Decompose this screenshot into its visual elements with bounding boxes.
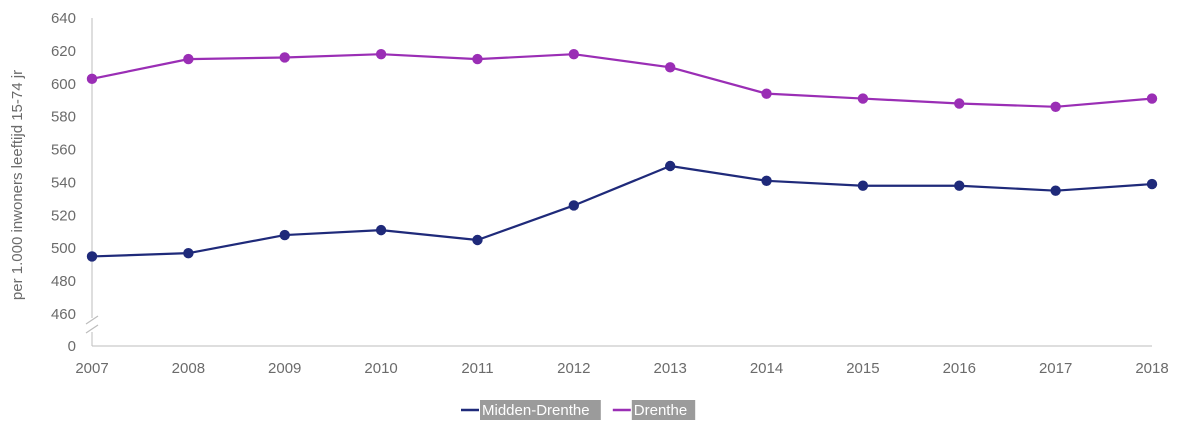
y-tick-label: 640 <box>51 10 76 27</box>
y-tick-labels: 0 460 480 500 520 540 560 580 600 620 640 <box>51 10 76 355</box>
data-point <box>279 52 290 63</box>
axes <box>85 18 1152 347</box>
y-tick-label: 520 <box>51 207 76 224</box>
axis-break-mark-bottom <box>85 324 99 334</box>
x-tick-label: 2014 <box>750 360 783 377</box>
x-tick-labels: 2007 2008 2009 2010 2011 2012 2013 2014 2015 2016… <box>75 360 1168 377</box>
y-tick-label: 0 <box>68 338 76 355</box>
x-tick-label: 2016 <box>943 360 976 377</box>
data-point <box>279 229 290 241</box>
y-axis-label: per 1.000 inwoners leeftijd 15-74 jr <box>9 70 26 300</box>
data-point <box>86 251 98 262</box>
data-point <box>1050 101 1061 113</box>
data-point <box>664 62 676 73</box>
x-tick-label: 2013 <box>653 360 686 377</box>
y-tick-label: 560 <box>51 142 76 159</box>
data-point <box>1146 178 1158 190</box>
legend-label: Midden-Drenthe <box>482 402 590 419</box>
data-point <box>954 98 965 109</box>
y-axis-label-group: per 1.000 inwoners leeftijd 15-74 jr <box>9 70 26 300</box>
y-tick-label: 600 <box>51 76 76 93</box>
data-point <box>375 224 387 236</box>
data-point <box>568 48 580 60</box>
y-tick-label: 620 <box>51 43 76 60</box>
x-tick-label: 2011 <box>461 360 493 377</box>
series-line-1 <box>91 53 1153 108</box>
y-tick-label: 480 <box>51 273 76 290</box>
data-point <box>183 247 194 259</box>
y-tick-label: 540 <box>51 174 76 191</box>
y-tick-label: 460 <box>51 306 76 323</box>
axis-break-mark-top <box>85 315 99 325</box>
data-point <box>375 48 387 60</box>
data-point <box>1050 185 1061 196</box>
data-point <box>1146 93 1158 104</box>
data-point <box>857 93 869 104</box>
x-tick-label: 2010 <box>364 360 397 377</box>
series-group <box>86 48 1158 262</box>
x-tick-label: 2012 <box>557 360 590 377</box>
x-tick-label: 2009 <box>268 360 301 377</box>
data-point <box>568 200 580 211</box>
series-line-0 <box>91 164 1153 258</box>
data-point <box>954 180 965 191</box>
data-point <box>664 160 676 172</box>
x-tick-label: 2017 <box>1039 360 1072 377</box>
data-point <box>472 53 483 65</box>
data-point <box>183 53 194 65</box>
y-tick-label: 580 <box>51 109 76 126</box>
legend-label-bg <box>480 400 601 420</box>
data-point <box>472 234 483 246</box>
y-tick-label: 500 <box>51 240 76 257</box>
legend-label: Drenthe <box>634 402 687 419</box>
x-tick-label: 2015 <box>846 360 879 377</box>
legend: Midden-Drenthe Drenthe <box>461 400 696 420</box>
x-tick-label: 2018 <box>1135 360 1168 377</box>
x-tick-label: 2007 <box>75 360 108 377</box>
data-point <box>761 175 772 186</box>
data-point <box>857 180 869 191</box>
x-tick-label: 2008 <box>172 360 205 377</box>
data-point <box>86 73 98 85</box>
data-point <box>761 88 772 99</box>
legend-label-bg <box>631 400 696 420</box>
